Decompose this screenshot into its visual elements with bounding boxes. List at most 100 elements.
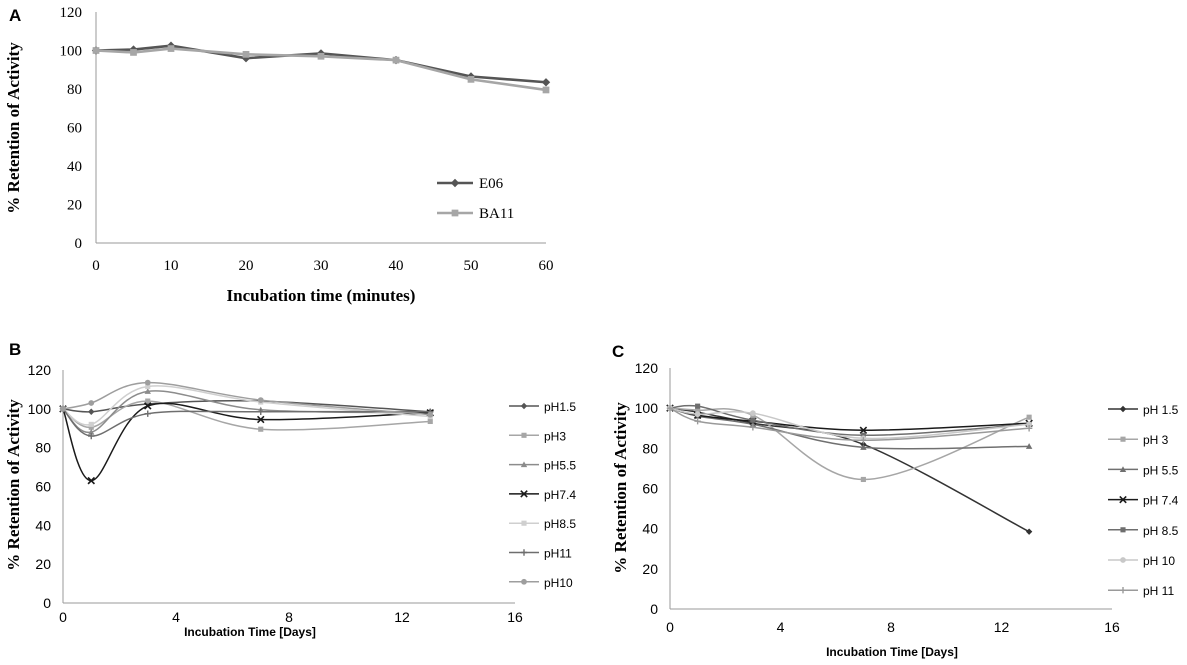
y-tick-label: 0 xyxy=(75,236,83,252)
panel-label-a: A xyxy=(9,6,21,25)
legend-swatch-marker xyxy=(521,432,527,438)
x-tick-label: 16 xyxy=(1104,619,1120,635)
data-point xyxy=(695,407,701,413)
series-line-ph8-5 xyxy=(62,385,431,426)
x-tick-label: 30 xyxy=(314,258,329,274)
legend-label: pH11 xyxy=(544,547,572,561)
data-point xyxy=(695,403,701,409)
legend-label: pH 11 xyxy=(1143,584,1174,598)
data-point xyxy=(88,428,95,435)
y-tick-label: 100 xyxy=(28,401,52,417)
series-line-ph10 xyxy=(62,381,431,416)
y-tick-label: 40 xyxy=(35,517,51,533)
x-tick-label: 10 xyxy=(164,258,179,274)
x-axis-title: Incubation Time [Days] xyxy=(826,645,958,659)
legend-label: pH3 xyxy=(544,429,566,443)
data-point xyxy=(750,417,756,423)
legend-label: E06 xyxy=(479,176,504,192)
data-point xyxy=(427,418,433,425)
legend-swatch-marker xyxy=(1119,405,1127,413)
data-point xyxy=(144,410,151,417)
series-line-ph1-5 xyxy=(62,399,431,413)
x-tick-label: 20 xyxy=(239,258,254,274)
x-tick-label: 8 xyxy=(285,609,293,625)
series-line-ph-10 xyxy=(669,407,1030,440)
x-axis-title: Incubation Time [Days] xyxy=(184,625,316,639)
legend-label: pH 5.5 xyxy=(1143,463,1179,477)
legend-label: pH8.5 xyxy=(544,517,576,531)
y-tick-label: 40 xyxy=(642,521,658,537)
series-line-ph-8-5 xyxy=(669,404,1030,437)
legend-swatch-marker xyxy=(520,549,528,556)
y-tick-label: 60 xyxy=(67,121,82,137)
y-axis-title: % Retention of Activity xyxy=(4,42,23,214)
x-tick-label: 12 xyxy=(394,609,410,625)
legend-swatch-marker xyxy=(450,178,460,188)
y-axis-title: % Retention of Activity xyxy=(611,402,630,574)
x-tick-label: 12 xyxy=(994,619,1010,635)
data-point xyxy=(860,432,866,438)
series-line-ph3 xyxy=(62,400,431,431)
y-tick-label: 80 xyxy=(67,82,82,98)
data-point xyxy=(427,411,434,418)
legend-label: pH10 xyxy=(544,576,573,590)
data-point xyxy=(242,50,250,58)
data-point xyxy=(749,424,757,431)
data-point xyxy=(467,76,475,83)
x-tick-label: 16 xyxy=(507,609,523,625)
data-point xyxy=(88,421,94,427)
data-point xyxy=(1026,421,1033,428)
data-point xyxy=(88,432,95,440)
data-point xyxy=(87,476,96,485)
data-point xyxy=(145,398,151,404)
data-point xyxy=(1025,425,1033,432)
legend-label: pH 10 xyxy=(1143,554,1175,568)
y-tick-label: 120 xyxy=(635,360,659,376)
data-point xyxy=(167,45,175,52)
legend-swatch-marker xyxy=(1119,495,1127,504)
x-tick-label: 4 xyxy=(777,619,785,635)
x-tick-label: 60 xyxy=(539,258,554,274)
data-point xyxy=(749,421,757,427)
y-tick-label: 60 xyxy=(642,481,658,497)
legend-swatch-marker xyxy=(1119,466,1127,472)
x-tick-label: 0 xyxy=(666,619,674,635)
y-tick-label: 0 xyxy=(650,601,658,617)
data-point xyxy=(144,379,151,386)
data-point xyxy=(88,400,95,406)
legend-label: pH7.4 xyxy=(544,488,576,502)
y-tick-label: 120 xyxy=(60,5,83,21)
legend-label: pH 7.4 xyxy=(1143,494,1179,508)
data-point xyxy=(860,437,867,444)
data-point xyxy=(317,52,325,60)
legend-swatch-marker xyxy=(1120,436,1126,442)
y-axis-title: % Retention of Activity xyxy=(4,399,23,571)
data-point xyxy=(257,397,264,403)
series-line-ph11 xyxy=(62,408,431,437)
panel-label-c: C xyxy=(612,342,624,361)
legend-label: pH 3 xyxy=(1143,433,1169,447)
x-tick-label: 8 xyxy=(887,619,895,635)
legend-swatch-marker xyxy=(520,490,528,498)
legend-label: pH1.5 xyxy=(544,400,576,414)
data-point xyxy=(1025,528,1033,535)
data-point xyxy=(694,418,701,425)
legend-swatch-marker xyxy=(1119,587,1127,594)
y-tick-label: 20 xyxy=(67,198,82,214)
panel-label-b: B xyxy=(9,340,21,359)
data-point xyxy=(860,444,867,450)
data-point xyxy=(392,56,400,64)
chart-panel-b: 0 20 40 60 80 100 120 0 4 8 12 16 pH1.5 pH3 pH5.5 pH7… xyxy=(4,362,576,639)
series-line-ph-3 xyxy=(669,407,1030,481)
legend-label: pH 8.5 xyxy=(1143,524,1179,538)
y-tick-label: 40 xyxy=(67,159,82,175)
series-line-ph-5-5 xyxy=(669,407,1030,450)
y-tick-label: 80 xyxy=(642,440,658,456)
legend-swatch-marker xyxy=(1120,557,1126,563)
data-point xyxy=(145,383,151,390)
legend-swatch-marker xyxy=(520,402,528,410)
data-point xyxy=(92,47,100,54)
data-point xyxy=(241,54,251,63)
data-point xyxy=(256,415,265,424)
